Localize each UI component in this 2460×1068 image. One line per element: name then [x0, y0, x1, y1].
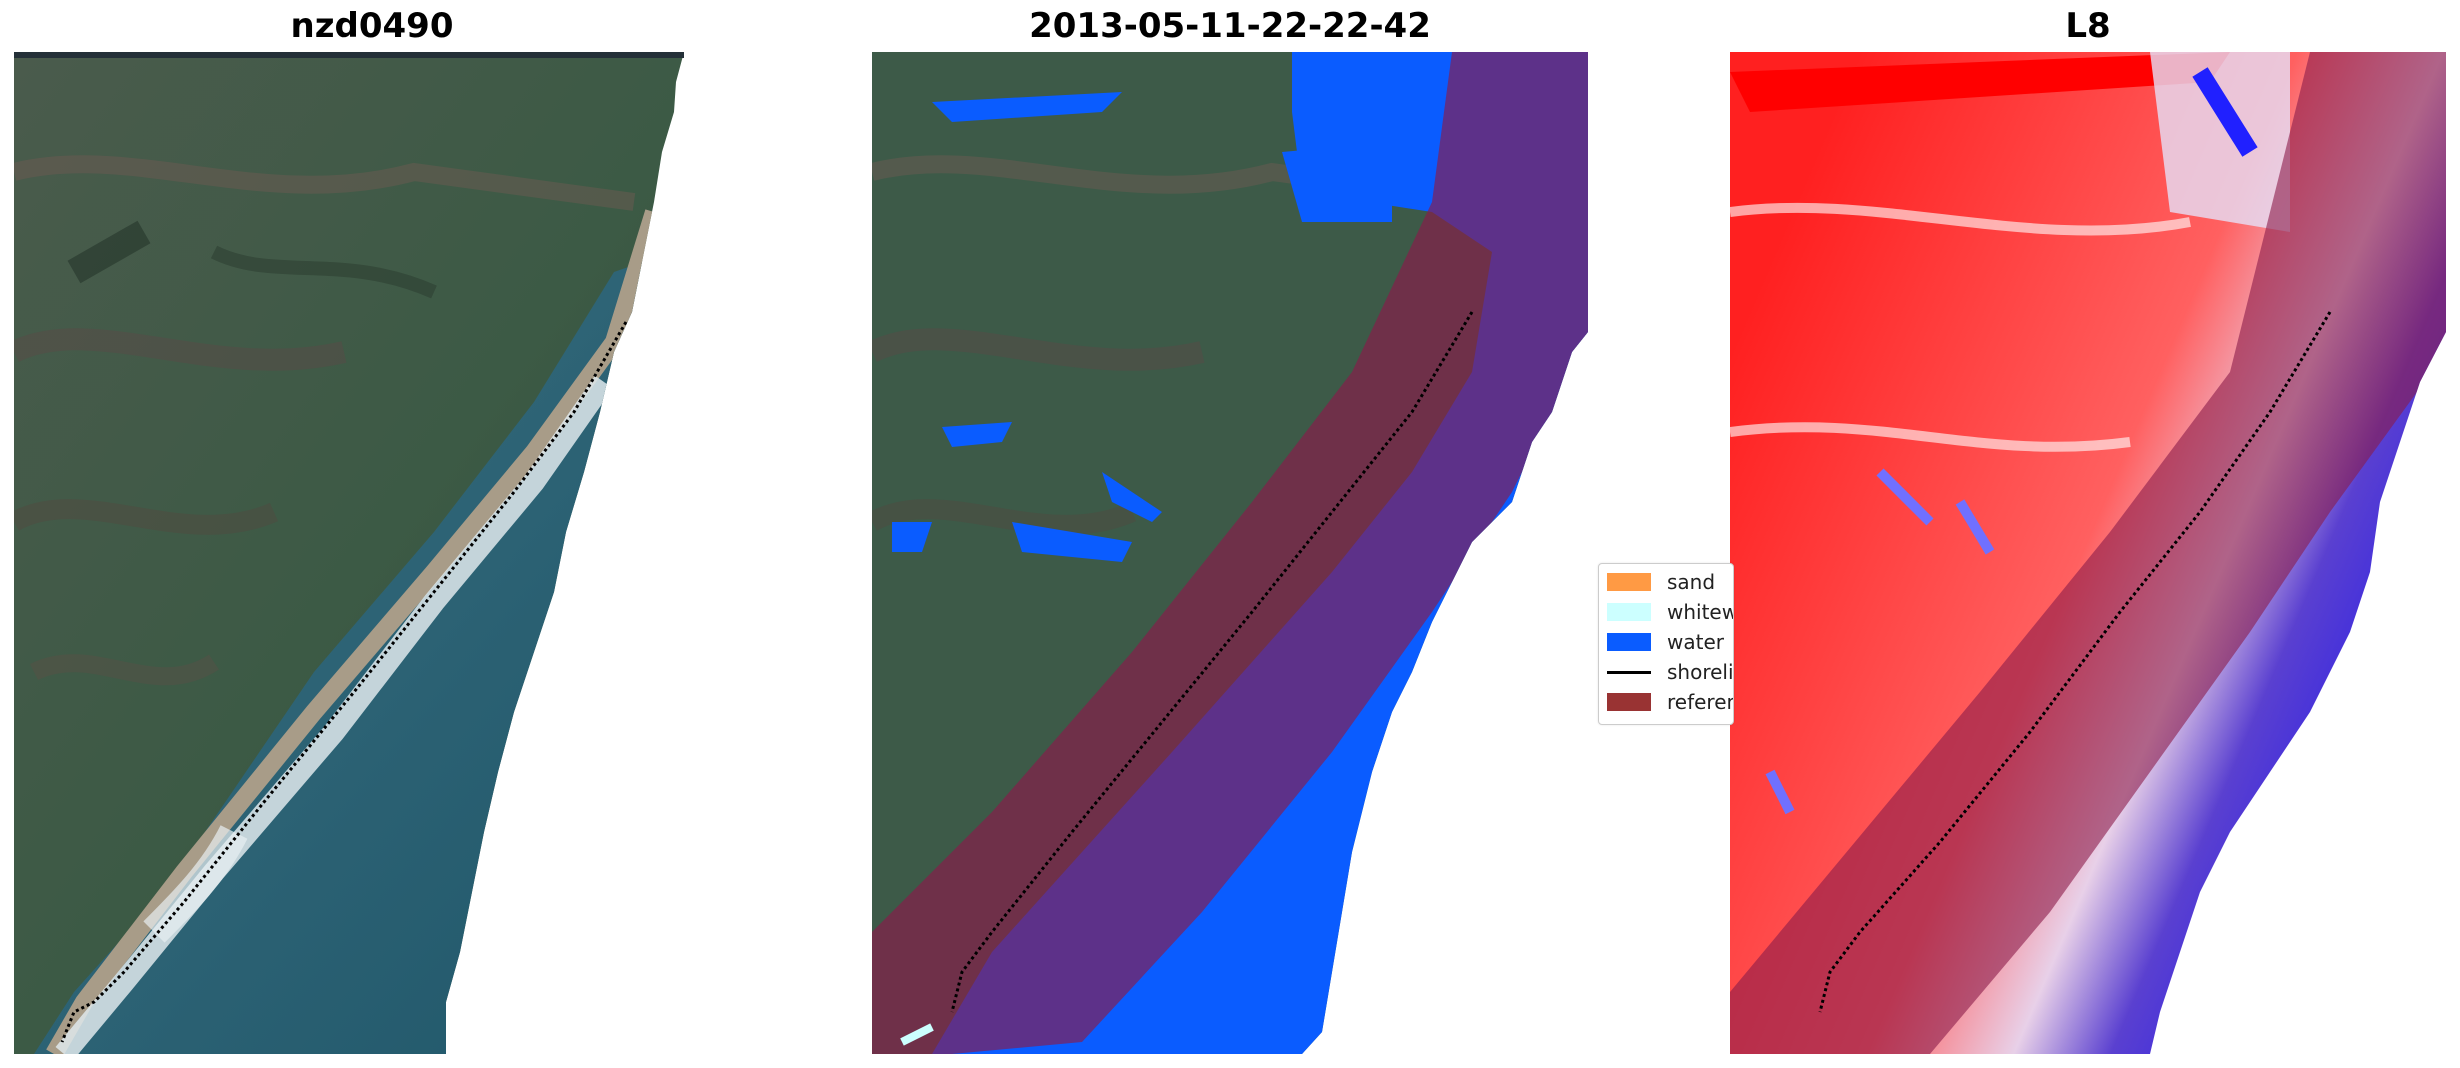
- legend-label: reference: [1667, 690, 1733, 714]
- panel-title-index: L8: [2065, 6, 2111, 46]
- reference-swatch: [1607, 693, 1651, 711]
- shoreline-line: [1818, 311, 2332, 1013]
- panel-title-rgb: nzd0490: [290, 6, 454, 46]
- panel-title-classified: 2013-05-11-22-22-42: [1029, 6, 1431, 46]
- sand-swatch: [1607, 573, 1651, 591]
- shoreline-line: [950, 311, 1474, 1013]
- satellite-rgb-svg: [14, 52, 684, 1054]
- legend-label: water: [1667, 630, 1724, 654]
- mndwi-image: [1730, 52, 2446, 1054]
- classified-image: [872, 52, 1588, 1054]
- shoreline-line-swatch: [1607, 670, 1651, 674]
- classified-svg: [872, 52, 1588, 1054]
- legend-item-sand: sand: [1607, 570, 1715, 594]
- shoreline-line: [60, 321, 628, 1043]
- satellite-rgb-image: [14, 52, 730, 1054]
- whitewater-swatch: [1607, 603, 1651, 621]
- legend-item-shoreline: shoreline: [1607, 660, 1734, 684]
- legend-item-water: water: [1607, 630, 1724, 654]
- legend-label: sand: [1667, 570, 1716, 594]
- water-swatch: [1607, 633, 1651, 651]
- legend-label: shoreline: [1667, 660, 1734, 684]
- mndwi-svg: [1730, 52, 2446, 1054]
- legend-item-reference: reference: [1607, 690, 1733, 714]
